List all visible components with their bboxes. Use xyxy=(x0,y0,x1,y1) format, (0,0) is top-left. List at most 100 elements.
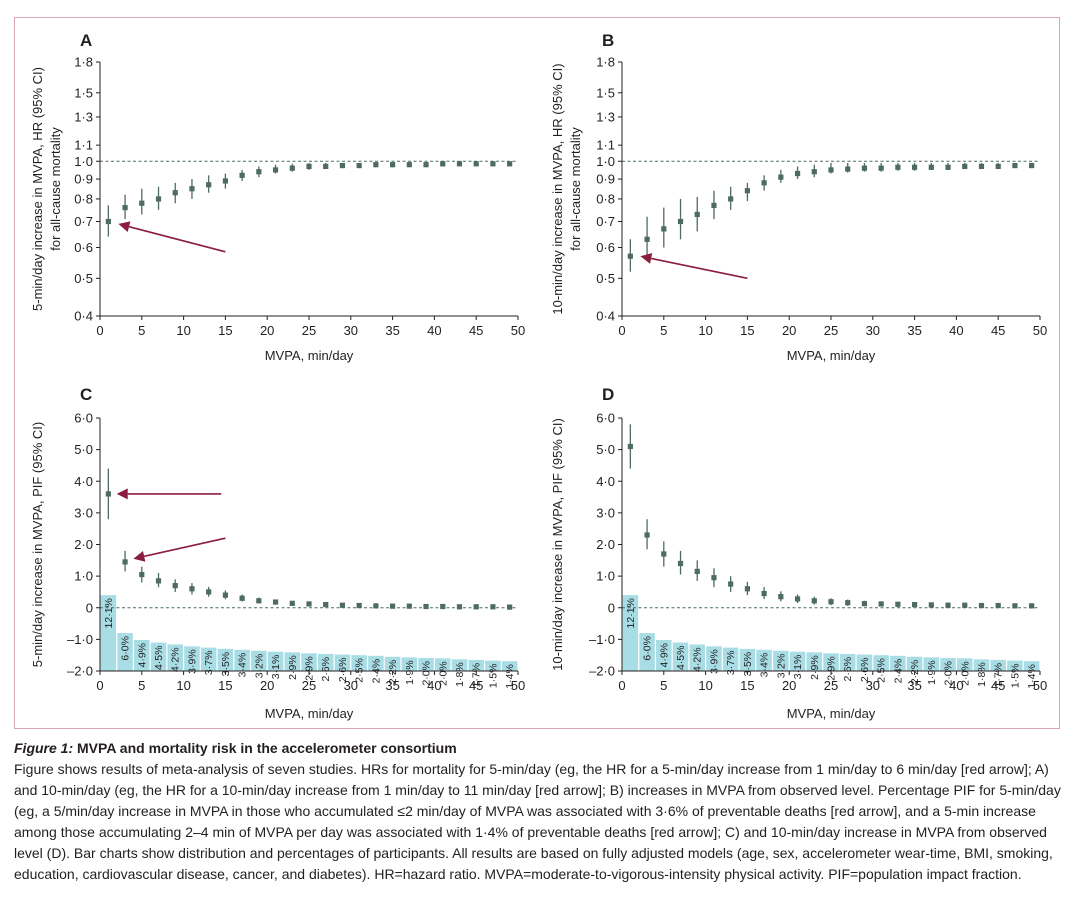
panel-c-y-tick-label: 1·0 xyxy=(74,569,93,584)
panel-c-bar-label: 1·8% xyxy=(454,662,466,687)
panel-a-x-tick-label: 35 xyxy=(385,323,399,338)
panel-a-y-axis-label: for all-cause mortality xyxy=(48,127,63,251)
panel-a-point xyxy=(356,162,362,169)
panel-b-x-tick-label: 35 xyxy=(907,323,921,338)
panel-b-point xyxy=(661,226,667,232)
panel-d-bar-label: 1·4% xyxy=(1026,664,1038,689)
panel-b-x-tick-label: 40 xyxy=(949,323,963,338)
panel-b-point xyxy=(711,202,717,208)
panel-a-point xyxy=(339,162,346,169)
panel-a-x-tick-label: 0 xyxy=(96,323,103,338)
panel-a-red-arrow-line xyxy=(128,225,226,253)
panel-a-point xyxy=(323,163,329,170)
panel-c-bar xyxy=(267,651,284,671)
panel-c-y-tick-label: –2·0 xyxy=(67,664,93,679)
figure-panels: A0·40·50·60·70·80·91·01·11·31·51·80 5 10 15… xyxy=(30,31,1047,721)
panel-d-y-tick-label: –2·0 xyxy=(589,664,615,679)
panel-d-bar xyxy=(739,648,756,671)
panel-c-bar xyxy=(150,642,167,671)
panel-d-bar xyxy=(639,633,655,671)
panel-d-x-tick-label: 25 xyxy=(824,678,838,693)
panel-b-point xyxy=(627,253,633,259)
panel-d-bar-label: 1·5% xyxy=(1009,664,1021,689)
panel-d-bar xyxy=(773,650,789,671)
panel-c-bar-label: 3·5% xyxy=(220,652,232,677)
panel-b-point xyxy=(1029,162,1035,169)
panel-a-point xyxy=(172,190,178,196)
panel-b-point xyxy=(761,180,767,186)
panel-d-point xyxy=(694,568,700,574)
panel-d-bar-label: 1·7% xyxy=(993,663,1005,688)
panel-d-bar-label: 2·9% xyxy=(809,655,821,680)
caption-label: Figure 1: xyxy=(14,740,74,756)
panel-c-x-tick-label: 10 xyxy=(176,678,190,693)
panel-b-point xyxy=(895,164,901,170)
panel-c-bar xyxy=(167,644,183,671)
panel-c-point xyxy=(339,602,346,608)
panel-c-x-tick-label: 20 xyxy=(260,678,274,693)
panel-c-bar-label: 6·0% xyxy=(120,636,132,661)
panel-c-bar-label: 2·9% xyxy=(287,655,299,680)
panel-a-point xyxy=(373,162,379,168)
panel-c-bar-label: 1·7% xyxy=(471,663,483,688)
panel-c: C 12·1% 6·0% 4·9% 4·5% 4·2% 3·9% 3·7% 3·5% 3·4% 3·… xyxy=(30,385,525,721)
panel-d-point xyxy=(845,600,851,606)
panel-c-bar-label: 1·5% xyxy=(487,664,499,689)
panel-d-point xyxy=(1029,603,1035,609)
panel-c-bar-label: 12·1% xyxy=(103,598,115,628)
panel-a-point xyxy=(122,205,128,211)
panel-a-point xyxy=(272,167,279,173)
panel-a: A 0·4 0·5 0·6 0·7 0·8 0·9 1·01·1 1·3 1·5 1·8 0 5 10 15… xyxy=(30,31,525,363)
panel-b-point xyxy=(778,174,784,180)
panel-d-point xyxy=(744,586,750,592)
panel-c-point xyxy=(155,578,162,584)
panel-c-bar xyxy=(317,653,334,671)
panel-b-y-tick-label: 1·8 xyxy=(596,55,615,70)
panel-b-point xyxy=(912,164,918,170)
panel-a-point xyxy=(222,178,228,184)
panel-b-y-tick-label: 0·5 xyxy=(596,271,615,286)
panel-d-point xyxy=(778,594,784,600)
panel-a-point xyxy=(490,161,496,167)
panel-d-point xyxy=(677,560,684,567)
panel-c-point xyxy=(256,598,262,604)
panel-c-point xyxy=(490,604,496,610)
panel-d-point xyxy=(912,601,918,608)
panel-c-bar xyxy=(184,646,200,671)
panel-c-point xyxy=(406,603,412,609)
panel-a-x-tick-label: 20 xyxy=(260,323,274,338)
panel-d-x-tick-label: 20 xyxy=(782,678,796,693)
panel-a-point xyxy=(306,163,312,170)
panel-b-x-tick-label: 0 xyxy=(618,323,625,338)
panel-a-point xyxy=(473,161,479,167)
panel-c-bar xyxy=(134,640,150,671)
panel-a-point xyxy=(206,182,212,188)
panel-d-bar-label: 2·0% xyxy=(959,661,971,686)
panel-d-bar xyxy=(906,656,923,671)
panel-a-point xyxy=(423,162,429,168)
panel-d-bar-label: 3·7% xyxy=(725,651,737,676)
panel-a-x-tick-label: 50 xyxy=(511,323,525,338)
panel-c-bar xyxy=(501,661,518,671)
panel-a-point xyxy=(155,196,162,202)
panel-d-y-tick-label: 1·0 xyxy=(596,569,615,584)
panel-b-x-axis-label: MVPA, min/day xyxy=(787,348,876,363)
panel-d-bar xyxy=(806,652,823,671)
panel-d-bar xyxy=(756,649,772,671)
panel-d-bar-label: 4·2% xyxy=(692,647,704,672)
panel-c-bar xyxy=(284,652,301,671)
panel-a-y-axis-label: 5-min/day increase in MVPA, HR (95% CI) xyxy=(30,67,45,311)
panel-c-bar-label: 1·9% xyxy=(404,660,416,685)
panel-c-point xyxy=(172,583,178,589)
panel-d-bar xyxy=(689,644,705,671)
panel-d-y-tick-label: –1·0 xyxy=(589,632,615,647)
panel-b-point xyxy=(928,164,934,170)
panel-d-x-tick-label: 0 xyxy=(618,678,625,693)
panel-d-bar-label: 12·1% xyxy=(625,598,637,628)
panel-b-point xyxy=(845,166,851,172)
panel-b-y-tick-label: 1·1 xyxy=(596,138,615,153)
panel-d-y-tick-label: 2·0 xyxy=(596,537,615,552)
panel-d-bar-label: 2·0% xyxy=(943,661,955,686)
panel-a-point xyxy=(406,162,412,168)
panel-d-point xyxy=(828,599,834,605)
